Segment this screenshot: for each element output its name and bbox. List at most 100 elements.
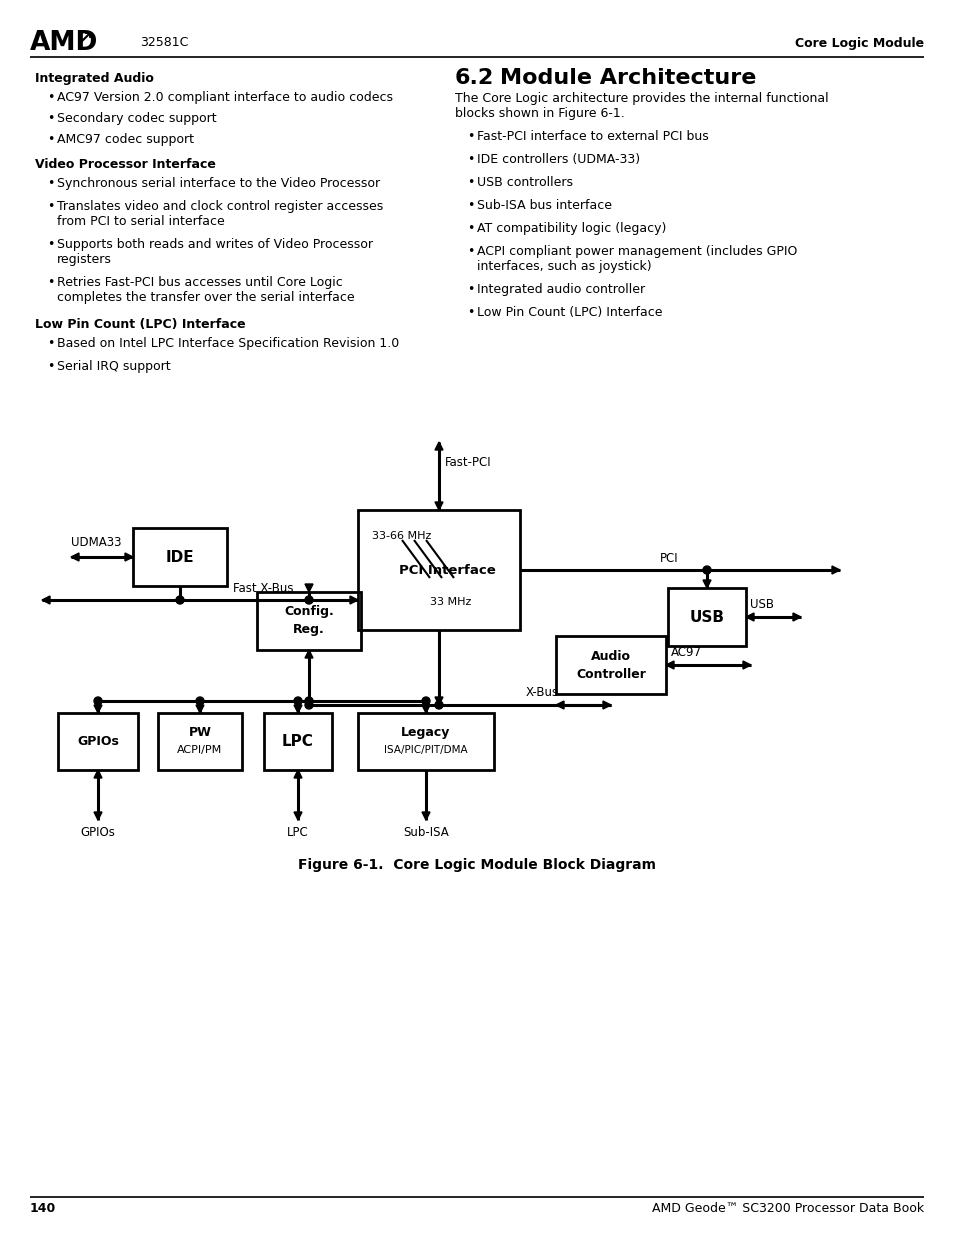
Text: Config.: Config.	[284, 605, 334, 619]
Text: •: •	[47, 91, 54, 104]
Text: Sub-ISA bus interface: Sub-ISA bus interface	[476, 199, 612, 212]
Polygon shape	[602, 701, 610, 709]
Text: PW: PW	[189, 726, 212, 739]
Polygon shape	[294, 705, 302, 713]
Text: ACPI compliant power management (includes GPIO: ACPI compliant power management (include…	[476, 245, 797, 258]
Text: ↗: ↗	[78, 30, 93, 48]
Polygon shape	[421, 811, 430, 820]
Text: AC97 Version 2.0 compliant interface to audio codecs: AC97 Version 2.0 compliant interface to …	[57, 91, 393, 104]
Polygon shape	[125, 553, 132, 561]
Polygon shape	[435, 697, 442, 705]
Text: IDE controllers (UDMA-33): IDE controllers (UDMA-33)	[476, 153, 639, 165]
Text: completes the transfer over the serial interface: completes the transfer over the serial i…	[57, 291, 355, 304]
Polygon shape	[702, 580, 710, 588]
Text: PCI Interface: PCI Interface	[398, 563, 495, 577]
Bar	[158, 713, 242, 769]
Polygon shape	[94, 811, 102, 820]
Text: PCI: PCI	[659, 552, 678, 564]
Text: •: •	[47, 275, 54, 289]
Text: 33-66 MHz: 33-66 MHz	[372, 531, 431, 541]
Text: •: •	[47, 359, 54, 373]
Text: Retries Fast-PCI bus accesses until Core Logic: Retries Fast-PCI bus accesses until Core…	[57, 275, 342, 289]
Polygon shape	[350, 597, 357, 604]
Text: Low Pin Count (LPC) Interface: Low Pin Count (LPC) Interface	[35, 317, 245, 331]
Text: •: •	[47, 133, 54, 146]
Text: Fast-PCI: Fast-PCI	[444, 456, 491, 468]
Polygon shape	[435, 442, 442, 450]
Text: Fast X-Bus: Fast X-Bus	[233, 582, 294, 594]
Circle shape	[294, 697, 302, 705]
Circle shape	[305, 701, 313, 709]
Text: Supports both reads and writes of Video Processor: Supports both reads and writes of Video …	[57, 238, 373, 251]
Bar	[58, 713, 138, 769]
Text: Synchronous serial interface to the Video Processor: Synchronous serial interface to the Vide…	[57, 177, 379, 190]
Polygon shape	[745, 613, 753, 621]
Text: AMD Geode™ SC3200 Processor Data Book: AMD Geode™ SC3200 Processor Data Book	[651, 1203, 923, 1215]
Circle shape	[175, 597, 184, 604]
Bar	[132, 529, 227, 585]
Text: Reg.: Reg.	[293, 624, 325, 636]
Text: Serial IRQ support: Serial IRQ support	[57, 359, 171, 373]
Polygon shape	[831, 566, 840, 574]
Polygon shape	[421, 705, 430, 713]
Circle shape	[421, 697, 430, 705]
Text: •: •	[467, 222, 474, 235]
Polygon shape	[94, 705, 102, 713]
Text: •: •	[47, 238, 54, 251]
Polygon shape	[294, 769, 302, 778]
Polygon shape	[435, 501, 442, 510]
Circle shape	[305, 597, 313, 604]
Bar	[357, 510, 519, 630]
Text: IDE: IDE	[166, 550, 194, 564]
Text: The Core Logic architecture provides the internal functional: The Core Logic architecture provides the…	[455, 91, 828, 105]
Text: Controller: Controller	[576, 667, 645, 680]
Polygon shape	[792, 613, 801, 621]
Text: blocks shown in Figure 6-1.: blocks shown in Figure 6-1.	[455, 107, 624, 120]
Text: •: •	[467, 199, 474, 212]
Text: Sub-ISA: Sub-ISA	[403, 826, 449, 839]
Text: Module Architecture: Module Architecture	[499, 68, 756, 88]
Polygon shape	[665, 661, 673, 669]
Polygon shape	[294, 811, 302, 820]
Text: ACPI/PM: ACPI/PM	[177, 746, 222, 756]
Text: AMC97 codec support: AMC97 codec support	[57, 133, 193, 146]
Polygon shape	[556, 701, 563, 709]
Circle shape	[435, 701, 442, 709]
Text: •: •	[467, 306, 474, 319]
Circle shape	[195, 697, 204, 705]
Polygon shape	[71, 553, 79, 561]
Text: X-Bus: X-Bus	[525, 687, 558, 699]
Text: Secondary codec support: Secondary codec support	[57, 112, 216, 125]
Text: Integrated Audio: Integrated Audio	[35, 72, 153, 85]
Text: registers: registers	[57, 253, 112, 266]
Polygon shape	[195, 705, 204, 713]
Text: •: •	[467, 130, 474, 143]
Text: AC97: AC97	[670, 646, 701, 658]
Bar	[357, 713, 494, 769]
Text: UDMA33: UDMA33	[71, 536, 121, 550]
Text: •: •	[467, 153, 474, 165]
Text: Figure 6-1.  Core Logic Module Block Diagram: Figure 6-1. Core Logic Module Block Diag…	[297, 858, 656, 872]
Text: •: •	[467, 245, 474, 258]
Bar	[264, 713, 332, 769]
Text: interfaces, such as joystick): interfaces, such as joystick)	[476, 261, 651, 273]
Text: Translates video and clock control register accesses: Translates video and clock control regis…	[57, 200, 383, 212]
Polygon shape	[94, 769, 102, 778]
Text: from PCI to serial interface: from PCI to serial interface	[57, 215, 225, 228]
Text: GPIOs: GPIOs	[77, 735, 119, 748]
Text: Legacy: Legacy	[401, 726, 450, 739]
Text: •: •	[47, 200, 54, 212]
Text: •: •	[467, 177, 474, 189]
Text: Core Logic Module: Core Logic Module	[794, 37, 923, 49]
Bar	[667, 588, 745, 646]
Circle shape	[94, 697, 102, 705]
Text: •: •	[47, 177, 54, 190]
Text: USB controllers: USB controllers	[476, 177, 573, 189]
Text: Audio: Audio	[590, 650, 630, 662]
Text: LPC: LPC	[287, 826, 309, 839]
Text: 6.2: 6.2	[455, 68, 494, 88]
Text: Integrated audio controller: Integrated audio controller	[476, 283, 644, 296]
Bar	[556, 636, 665, 694]
Polygon shape	[305, 650, 313, 658]
Text: USB: USB	[749, 598, 773, 610]
